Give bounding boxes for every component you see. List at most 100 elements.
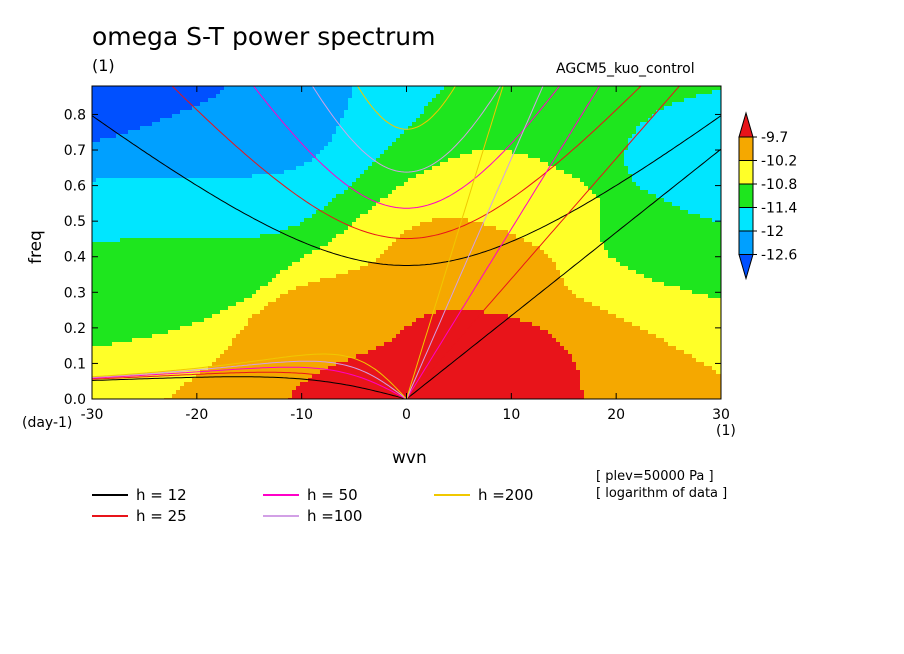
- field-cell: [492, 90, 496, 94]
- field-cell: [148, 122, 152, 126]
- field-cell: [204, 94, 208, 98]
- field-cell: [124, 158, 128, 162]
- field-cell: [420, 198, 424, 202]
- field-cell: [448, 170, 452, 174]
- field-cell: [508, 186, 512, 190]
- field-cell: [712, 170, 716, 174]
- field-cell: [176, 158, 180, 162]
- field-cell: [120, 102, 124, 106]
- field-cell: [568, 138, 572, 142]
- field-cell: [448, 94, 452, 98]
- field-cell: [300, 98, 304, 102]
- field-cell: [476, 190, 480, 194]
- field-cell: [256, 198, 260, 202]
- field-cell: [580, 150, 584, 154]
- field-cell: [188, 86, 192, 90]
- field-cell: [104, 178, 108, 182]
- field-cell: [260, 146, 264, 150]
- field-cell: [264, 110, 268, 114]
- field-cell: [684, 158, 688, 162]
- field-cell: [636, 110, 640, 114]
- field-cell: [292, 202, 296, 206]
- field-cell: [268, 186, 272, 190]
- field-cell: [440, 166, 444, 170]
- field-cell: [452, 134, 456, 138]
- field-cell: [616, 98, 620, 102]
- field-cell: [688, 102, 692, 106]
- field-cell: [648, 98, 652, 102]
- field-cell: [564, 186, 568, 190]
- field-cell: [300, 102, 304, 106]
- field-cell: [696, 98, 700, 102]
- field-cell: [600, 202, 604, 206]
- field-cell: [432, 202, 436, 206]
- field-cell: [264, 158, 268, 162]
- field-cell: [464, 150, 468, 154]
- field-cell: [588, 202, 592, 206]
- field-cell: [320, 118, 324, 122]
- field-cell: [428, 150, 432, 154]
- field-cell: [416, 202, 420, 206]
- field-cell: [132, 158, 136, 162]
- field-cell: [188, 114, 192, 118]
- field-cell: [672, 110, 676, 114]
- field-cell: [356, 150, 360, 154]
- field-cell: [312, 202, 316, 206]
- field-cell: [348, 186, 352, 190]
- field-cell: [640, 170, 644, 174]
- field-cell: [248, 210, 252, 214]
- field-cell: [440, 194, 444, 198]
- field-cell: [648, 202, 652, 206]
- field-cell: [148, 190, 152, 194]
- field-cell: [688, 198, 692, 202]
- field-cell: [696, 102, 700, 106]
- field-cell: [212, 130, 216, 134]
- field-cell: [532, 94, 536, 98]
- field-cell: [152, 122, 156, 126]
- field-cell: [712, 150, 716, 154]
- field-cell: [488, 118, 492, 122]
- field-cell: [224, 166, 228, 170]
- field-cell: [396, 146, 400, 150]
- field-cell: [416, 166, 420, 170]
- field-cell: [444, 86, 448, 90]
- field-cell: [512, 146, 516, 150]
- field-cell: [456, 102, 460, 106]
- field-cell: [232, 110, 236, 114]
- field-cell: [164, 202, 168, 206]
- field-cell: [664, 186, 668, 190]
- field-cell: [572, 106, 576, 110]
- field-cell: [184, 86, 188, 90]
- field-cell: [96, 90, 100, 94]
- field-cell: [252, 146, 256, 150]
- field-cell: [144, 206, 148, 210]
- field-cell: [404, 202, 408, 206]
- field-cell: [668, 194, 672, 198]
- field-cell: [628, 182, 632, 186]
- field-cell: [504, 182, 508, 186]
- field-cell: [396, 166, 400, 170]
- field-cell: [424, 102, 428, 106]
- field-cell: [560, 190, 564, 194]
- field-cell: [104, 90, 108, 94]
- field-cell: [700, 138, 704, 142]
- field-cell: [336, 166, 340, 170]
- field-cell: [288, 174, 292, 178]
- field-cell: [236, 210, 240, 214]
- field-cell: [224, 162, 228, 166]
- field-cell: [216, 106, 220, 110]
- field-cell: [336, 154, 340, 158]
- field-cell: [332, 118, 336, 122]
- field-cell: [168, 150, 172, 154]
- field-cell: [260, 122, 264, 126]
- field-cell: [620, 90, 624, 94]
- field-cell: [200, 146, 204, 150]
- field-cell: [152, 90, 156, 94]
- field-cell: [232, 174, 236, 178]
- field-cell: [484, 178, 488, 182]
- field-cell: [408, 106, 412, 110]
- field-cell: [144, 122, 148, 126]
- field-cell: [136, 202, 140, 206]
- field-cell: [152, 98, 156, 102]
- field-cell: [228, 194, 232, 198]
